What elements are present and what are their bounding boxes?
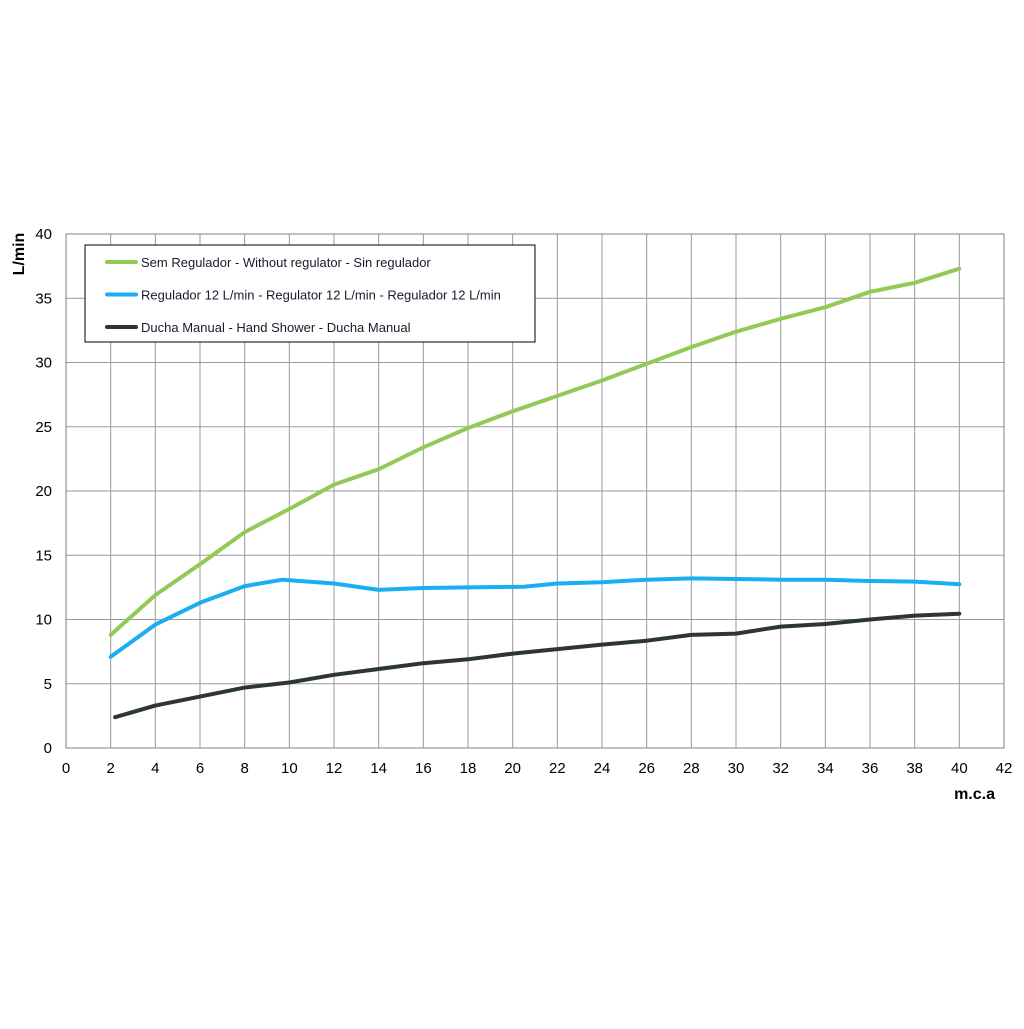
series-line-3 [113,611,962,720]
y-axis-ticks: 0 5 10 15 20 25 30 35 40 [35,226,52,757]
x-tick-label: 32 [772,760,789,777]
x-tick-label: 12 [326,760,343,777]
legend-box [84,244,536,343]
x-tick-label: 34 [817,760,834,777]
x-tick-label: 0 [62,760,70,777]
x-tick-label: 22 [549,760,566,777]
series-line-2 [108,576,962,659]
y-tick-label: 30 [35,355,52,372]
x-tick-label: 6 [196,760,204,777]
x-tick-label: 42 [996,760,1013,777]
y-axis-label: L/min [11,233,28,276]
y-tick-label: 10 [35,612,52,629]
x-tick-label: 40 [951,760,968,777]
legend-label: Regulador 12 L/min - Regulator 12 L/min … [141,288,501,303]
y-tick-label: 0 [44,740,52,757]
y-tick-label: 25 [35,419,52,436]
legend-label: Ducha Manual - Hand Shower - Ducha Manua… [141,320,411,335]
x-tick-label: 18 [460,760,477,777]
x-tick-label: 30 [728,760,745,777]
series-line-1 [108,266,962,637]
x-tick-label: 8 [240,760,248,777]
y-tick-label: 35 [35,290,52,307]
y-tick-label: 15 [35,547,52,564]
x-tick-label: 20 [504,760,521,777]
x-tick-label: 14 [370,760,387,777]
x-tick-label: 26 [638,760,655,777]
y-tick-label: 40 [35,226,52,243]
plot-area [65,233,1005,749]
y-tick-label: 20 [35,483,52,500]
x-tick-label: 2 [106,760,114,777]
legend-label: Sem Regulador - Without regulator - Sin … [141,255,431,270]
series-lines [108,266,962,720]
y-tick-label: 5 [44,676,52,693]
x-tick-label: 16 [415,760,432,777]
x-tick-label: 10 [281,760,298,777]
x-tick-label: 38 [906,760,923,777]
x-tick-label: 4 [151,760,159,777]
x-axis-ticks: 0 2 4 6 8 10 12 14 16 18 20 22 24 26 28 30 32 34 36 38 40 42 [62,760,1013,777]
legend: Sem Regulador - Without regulator - Sin … [84,244,536,343]
x-tick-label: 24 [594,760,611,777]
x-tick-label: 28 [683,760,700,777]
x-tick-label: 36 [862,760,879,777]
x-axis-label: m.c.a [954,786,995,803]
